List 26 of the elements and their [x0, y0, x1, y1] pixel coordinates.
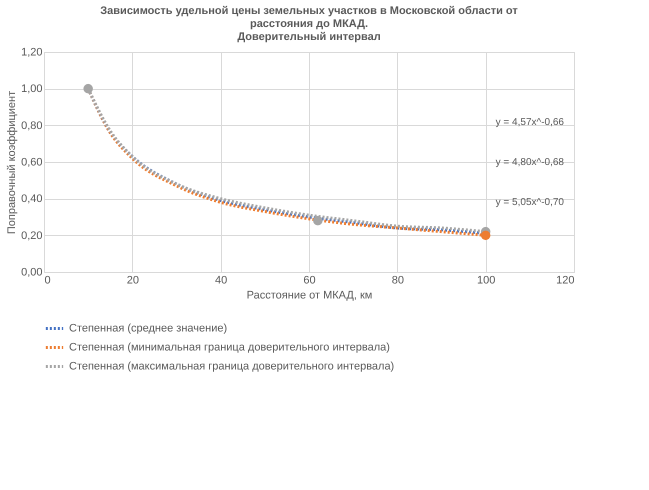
x-tick-label: 40 — [215, 274, 228, 286]
point — [83, 84, 93, 94]
point — [313, 216, 323, 226]
y-tick-label: 1,00 — [21, 83, 42, 96]
y-axis-title: Поправочный коэффициент — [6, 90, 18, 234]
annotation: y = 4,80x^-0,68 — [496, 157, 564, 168]
x-tick-label: 0 — [44, 274, 51, 286]
legend-label: Степенная (минимальная граница доверительного интервала) — [69, 342, 390, 354]
x-axis-title: Расстояние от МКАД, км — [246, 290, 372, 302]
legend-label: Степенная (среднее значение) — [69, 322, 228, 334]
y-tick-label: 0,80 — [21, 120, 42, 132]
x-tick-label: 120 — [556, 274, 574, 286]
y-tick-label: 1,20 — [21, 46, 42, 58]
y-tick-label: 0,00 — [21, 266, 42, 278]
x-tick-label: 60 — [303, 274, 316, 286]
x-tick-label: 100 — [476, 274, 496, 286]
y-tick-label: 0,40 — [21, 193, 42, 206]
annotation: y = 4,57x^-0,66 — [496, 117, 564, 128]
annotation: y = 5,05x^-0,70 — [496, 197, 564, 208]
x-tick-label: 20 — [126, 274, 139, 286]
chart-title: Зависимость удельной цены земельных участков в Московской области от расстояния до МКАД. Доверительный интервал — [100, 5, 518, 43]
legend-label: Степенная (максимальная граница доверительного интервала) — [69, 360, 394, 372]
y-tick-label: 0,60 — [21, 156, 42, 168]
y-tick-label: 0,20 — [21, 230, 42, 242]
x-tick-label: 80 — [392, 274, 404, 286]
point — [480, 230, 490, 240]
